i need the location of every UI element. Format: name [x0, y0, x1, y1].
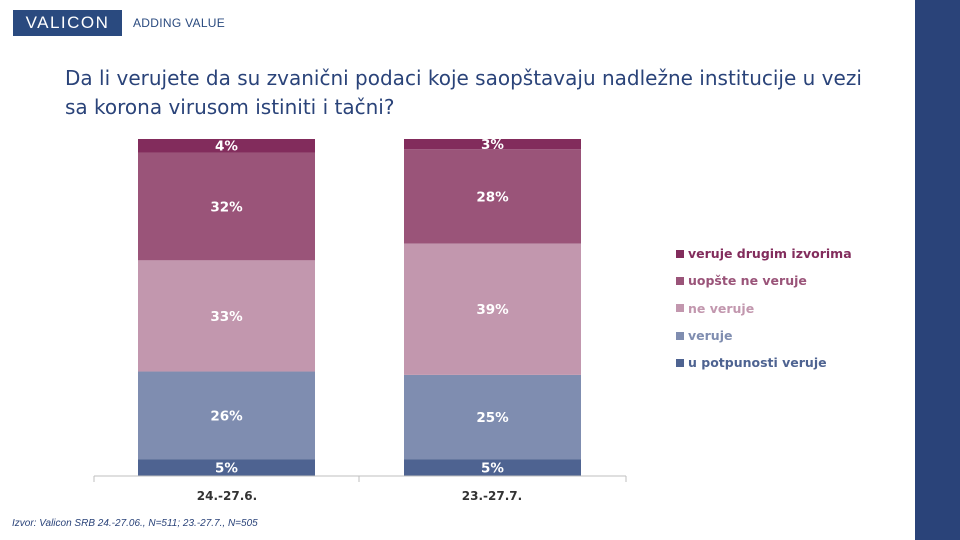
- legend-label: u potpunosti veruje: [688, 355, 827, 371]
- chart-legend: veruje drugim izvorima uopšte ne veruje ne…: [676, 240, 852, 376]
- data-label: 3%: [481, 137, 504, 153]
- bar-segment: [138, 152, 315, 261]
- bar-segment: [404, 374, 581, 460]
- x-tick-label: 24.-27.6.: [197, 489, 257, 503]
- data-label: 33%: [210, 309, 243, 325]
- bar-segment: [138, 459, 315, 476]
- data-label: 39%: [476, 302, 509, 318]
- legend-swatch: [676, 276, 684, 285]
- legend-label: uopšte ne veruje: [688, 273, 807, 289]
- legend-item: veruje: [676, 322, 852, 349]
- legend-label: ne veruje: [688, 300, 755, 316]
- data-label: 32%: [210, 199, 243, 215]
- valicon-logo: VALICON: [13, 10, 122, 36]
- data-label: 28%: [476, 189, 509, 205]
- x-tick-label: 23.-27.7.: [462, 489, 522, 503]
- bar-segment: [138, 260, 315, 372]
- legend-label: veruje: [688, 328, 733, 344]
- legend-item: ne veruje: [676, 295, 852, 322]
- source-note: Izvor: Valicon SRB 24.-27.06., N=511; 23…: [12, 518, 258, 529]
- legend-swatch: [676, 358, 684, 367]
- legend-label: veruje drugim izvorima: [688, 246, 852, 262]
- legend-swatch: [676, 249, 684, 258]
- logo-text: VALICON: [25, 13, 110, 32]
- data-label: 26%: [210, 408, 243, 424]
- bar-segment: [138, 371, 315, 460]
- data-label: 5%: [481, 461, 504, 477]
- bar-segment: [404, 139, 581, 150]
- bar-segment: [138, 139, 315, 153]
- legend-item: uopšte ne veruje: [676, 267, 852, 294]
- legend-swatch: [676, 304, 684, 313]
- brand-tagline: ADDING VALUE: [133, 16, 226, 30]
- data-label: 4%: [215, 139, 238, 155]
- legend-swatch: [676, 331, 684, 340]
- bar-segment: [404, 149, 581, 244]
- bar-segment: [404, 243, 581, 375]
- data-label: 25%: [476, 410, 509, 426]
- legend-item: veruje drugim izvorima: [676, 240, 852, 267]
- data-label: 5%: [215, 461, 238, 477]
- chart-title: Da li verujete da su zvanični podaci koj…: [65, 66, 862, 119]
- side-accent-bar: [915, 0, 960, 540]
- bar-segment: [404, 459, 581, 476]
- legend-item: u potpunosti veruje: [676, 349, 852, 376]
